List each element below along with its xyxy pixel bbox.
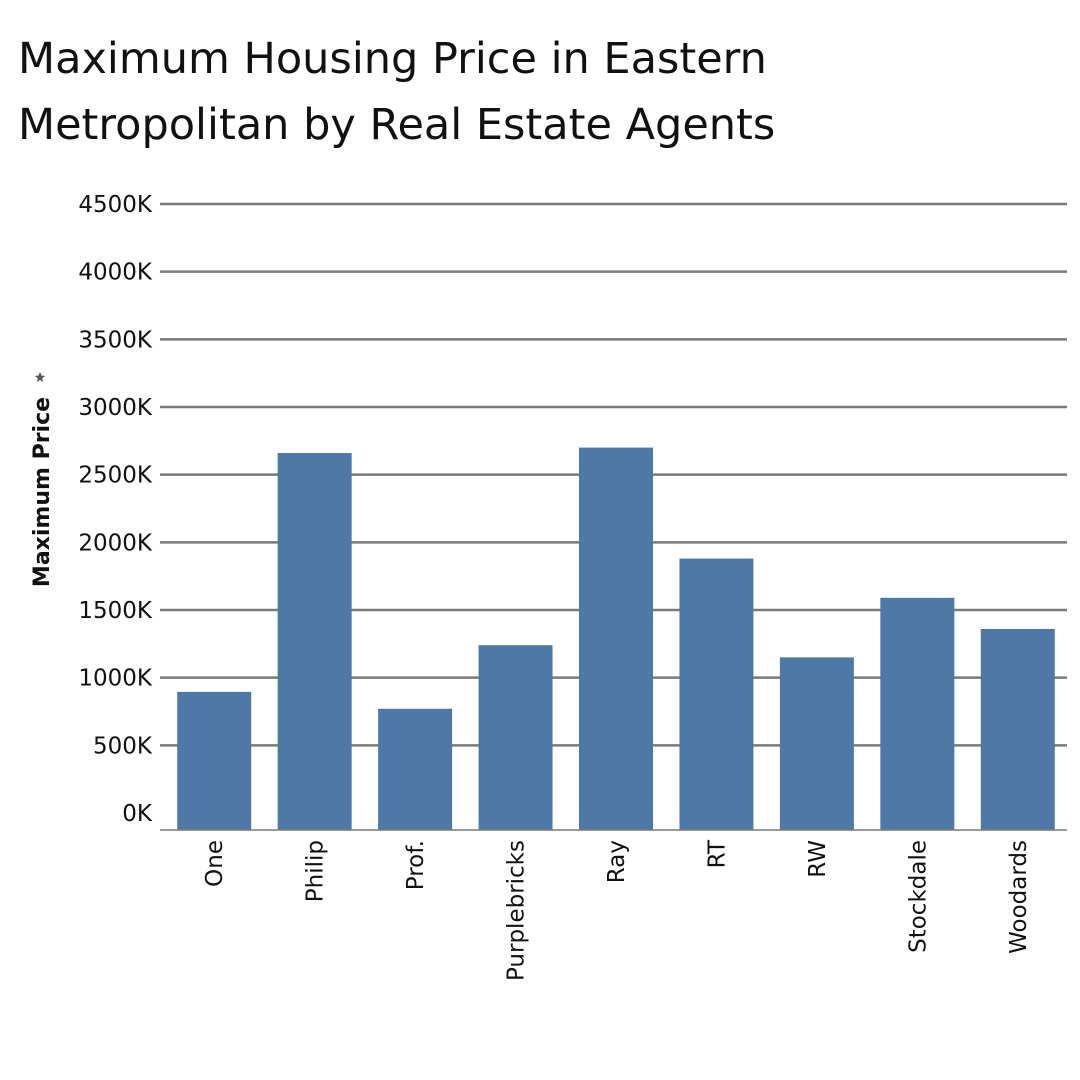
y-tick-label: 1000K bbox=[78, 666, 153, 692]
bar-prof[interactable] bbox=[378, 708, 453, 830]
x-category-label: RT bbox=[704, 839, 730, 868]
chart-title: Maximum Housing Price in Eastern Metropo… bbox=[18, 34, 776, 150]
y-tick-label: 2000K bbox=[78, 530, 153, 556]
x-category-label: Prof. bbox=[403, 840, 429, 890]
y-axis-title: Maximum Price bbox=[30, 397, 55, 587]
x-category-label: Woodards bbox=[1006, 840, 1032, 954]
bar-one[interactable] bbox=[177, 691, 252, 830]
x-category-label: Stockdale bbox=[905, 840, 931, 953]
y-tick-label: 3000K bbox=[78, 395, 153, 421]
y-tick-label: 500K bbox=[93, 733, 153, 759]
bar-ray[interactable] bbox=[579, 447, 653, 830]
y-axis-ticks: 0K 500K 1000K 1500K 2000K 2500K 3000K 3500K 4000… bbox=[78, 192, 153, 827]
x-category-label: Philip bbox=[303, 840, 329, 902]
x-category-label: Purplebricks bbox=[504, 840, 530, 981]
y-tick-label: 1500K bbox=[78, 598, 153, 624]
x-category-label: RW bbox=[805, 840, 831, 878]
bar-rw[interactable] bbox=[779, 657, 854, 830]
y-tick-label: 4500K bbox=[78, 192, 153, 218]
bar-rt[interactable] bbox=[679, 558, 754, 830]
x-category-label: Ray bbox=[604, 840, 630, 883]
bar-woodards[interactable] bbox=[980, 628, 1055, 830]
y-tick-label: 3500K bbox=[78, 327, 153, 353]
y-tick-label: 4000K bbox=[78, 260, 153, 286]
x-axis-categories: One Philip Prof. Purplebricks Ray RT RW Stockda… bbox=[202, 839, 1032, 981]
bars bbox=[177, 447, 1055, 830]
bar-purplebricks[interactable] bbox=[478, 645, 553, 830]
y-tick-label: 0K bbox=[122, 801, 153, 827]
bar-philip[interactable] bbox=[277, 453, 352, 830]
x-category-label: One bbox=[202, 840, 228, 887]
bar-stockdale[interactable] bbox=[880, 597, 955, 830]
y-tick-label: 2500K bbox=[78, 463, 153, 489]
sort-icon[interactable] bbox=[35, 372, 45, 382]
